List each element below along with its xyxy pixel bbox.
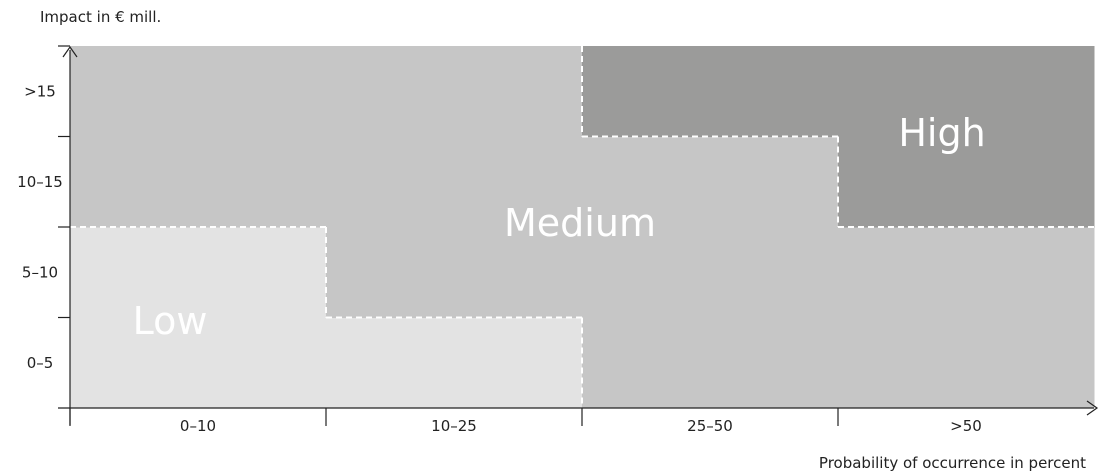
- tick-labels: 0–5 5–10 10–15 >15 0–10 10–25 25–50 >50: [17, 82, 982, 435]
- matrix-cell-medium: [838, 317, 1095, 409]
- matrix-cell-medium: [70, 46, 327, 137]
- x-tick-label: >50: [950, 417, 982, 435]
- axis-ticks: [58, 45, 839, 426]
- y-tick-label: 5–10: [22, 263, 58, 281]
- x-tick-label: 10–25: [431, 417, 477, 435]
- y-tick-label: >15: [24, 82, 56, 100]
- matrix-cell-low: [326, 317, 583, 409]
- x-axis-arrow: [1086, 400, 1099, 416]
- matrix-cell-medium: [326, 227, 583, 318]
- matrix-cell-medium: [582, 227, 839, 318]
- y-axis-arrow: [62, 45, 78, 58]
- matrix-cells: [70, 46, 1095, 409]
- matrix-cell-medium: [838, 227, 1095, 318]
- zone-label-high: High: [898, 111, 985, 155]
- zone-boundaries: [70, 46, 1094, 408]
- x-axis-title: Probability of occurrence in percent: [819, 454, 1086, 472]
- y-tick-label: 0–5: [27, 354, 54, 372]
- axes: [58, 45, 1099, 425]
- matrix-cell-medium: [326, 136, 583, 228]
- zone-labels: Low Medium High: [133, 111, 986, 343]
- y-tick-label: 10–15: [17, 173, 63, 191]
- matrix-cell-high: [838, 136, 1095, 228]
- matrix-cell-medium: [70, 136, 327, 228]
- matrix-cell-low: [70, 227, 327, 318]
- x-tick-label: 25–50: [687, 417, 733, 435]
- matrix-cell-low: [70, 317, 327, 409]
- matrix-cell-high: [582, 46, 839, 137]
- zone-label-low: Low: [133, 299, 208, 343]
- y-axis-title: Impact in € mill.: [40, 8, 161, 26]
- zone-label-medium: Medium: [504, 201, 656, 245]
- matrix-cell-high: [838, 46, 1095, 137]
- matrix-cell-medium: [582, 317, 839, 409]
- matrix-cell-medium: [582, 136, 839, 228]
- matrix-cell-medium: [326, 46, 583, 137]
- x-tick-label: 0–10: [180, 417, 216, 435]
